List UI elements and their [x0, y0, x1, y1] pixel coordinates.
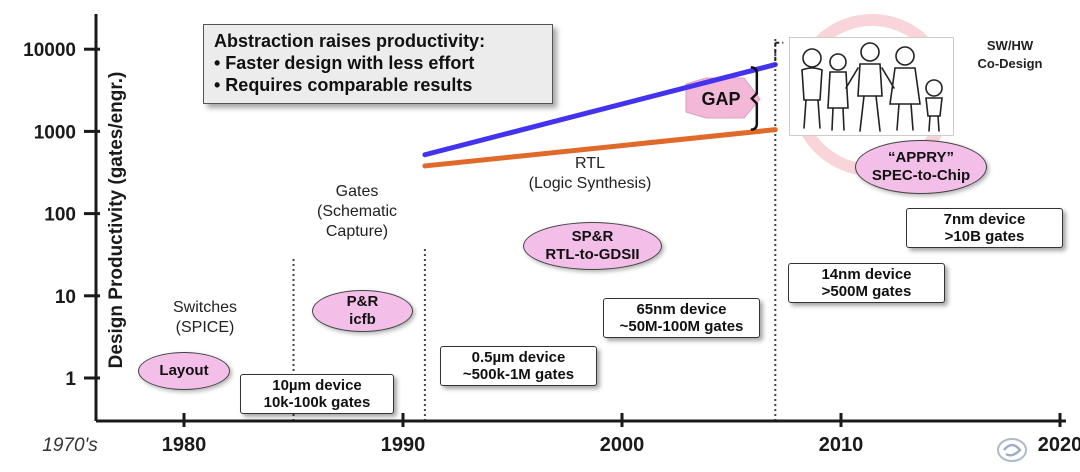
device-line: 0.5µm device [471, 349, 566, 366]
y-tick-label: 100 [44, 205, 76, 226]
family-cartoon-image [789, 37, 954, 136]
device-line: ~50M-100M gates [619, 318, 744, 335]
device-line: ~500k-1M gates [462, 366, 575, 383]
x-tick-label: 1990 [381, 434, 426, 456]
device-box-14nm: 14nm device >500M gates [788, 263, 945, 303]
device-line: >10B gates [944, 228, 1025, 245]
spec-bracket [774, 41, 784, 65]
device-box-10um: 10µm device 10k-100k gates [240, 374, 394, 414]
tool-label: SP&R [571, 228, 614, 245]
gap-arrow-shape [685, 77, 761, 119]
era-gates-line: Gates [335, 183, 379, 200]
sw-hw-line: SW/HW [986, 38, 1034, 53]
callout-bullet: • Faster design with less effort [214, 53, 475, 73]
abstraction-callout: Abstraction raises productivity: • Faste… [203, 24, 553, 104]
tool-label: SPEC-to-Chip [871, 167, 971, 184]
gap-label: GAP [701, 89, 741, 109]
tool-appry-oval: “APPRY” SPEC-to-Chip [855, 140, 987, 194]
gap-bracket [750, 66, 759, 131]
tool-pr-oval: P&R icfb [312, 290, 413, 332]
tool-label: Layout [159, 362, 209, 379]
device-box-65nm: 65nm device ~50M-100M gates [603, 298, 760, 338]
device-line: 14nm device [821, 266, 912, 283]
era-rtl-line: RTL [575, 155, 605, 172]
y-tick-label: 1 [65, 369, 76, 390]
device-box-7nm: 7nm device >10B gates [906, 208, 1063, 248]
x-tick-label: 2010 [819, 434, 864, 456]
x-tick-label: 2020 [1038, 434, 1080, 456]
device-line: >500M gates [821, 283, 912, 300]
device-line: 10µm device [272, 377, 362, 394]
device-line: 10k-100k gates [263, 394, 371, 411]
device-box-05um: 0.5µm device ~500k-1M gates [440, 346, 597, 386]
y-axis-title: Design Productivity (gates/engr.) [106, 72, 127, 369]
productivity-series-line [422, 62, 778, 158]
watermark-logo [997, 438, 1027, 462]
tool-label: P&R [346, 293, 379, 310]
era-switches-line: Switches [172, 299, 238, 316]
era-switches: Switches (SPICE) [150, 298, 260, 338]
x-tick-label: 1970's [42, 435, 98, 456]
sw-hw-codesign-label: SW/HW Co-Design [955, 37, 1065, 73]
tool-label: “APPRY” [887, 149, 955, 166]
era-switches-line: (SPICE) [175, 319, 235, 336]
era-rtl-line: (Logic Synthesis) [528, 175, 652, 192]
x-tick-label: 1980 [162, 434, 207, 456]
device-line: 65nm device [636, 301, 727, 318]
sw-hw-line: Co-Design [977, 56, 1043, 71]
era-gates-line: Capture) [325, 223, 389, 240]
x-tick-label: 2000 [600, 434, 645, 456]
callout-bullet: • Requires comparable results [214, 75, 473, 95]
tool-label: RTL-to-GDSII [545, 246, 640, 263]
tool-label: icfb [349, 311, 376, 328]
era-gates: Gates (Schematic Capture) [292, 182, 422, 242]
callout-title: Abstraction raises productivity: [214, 31, 486, 51]
productivity-series-line [422, 127, 778, 169]
y-tick-label: 1000 [34, 122, 76, 143]
tool-layout-oval: Layout [138, 352, 230, 390]
family-cartoon-icon [801, 42, 943, 132]
y-tick-label: 10 [55, 287, 76, 308]
y-tick-label: 10000 [23, 40, 76, 61]
tool-spr-oval: SP&R RTL-to-GDSII [523, 222, 662, 270]
device-line: 7nm device [943, 211, 1026, 228]
era-gates-line: (Schematic [316, 203, 398, 220]
era-rtl: RTL (Logic Synthesis) [500, 154, 680, 194]
